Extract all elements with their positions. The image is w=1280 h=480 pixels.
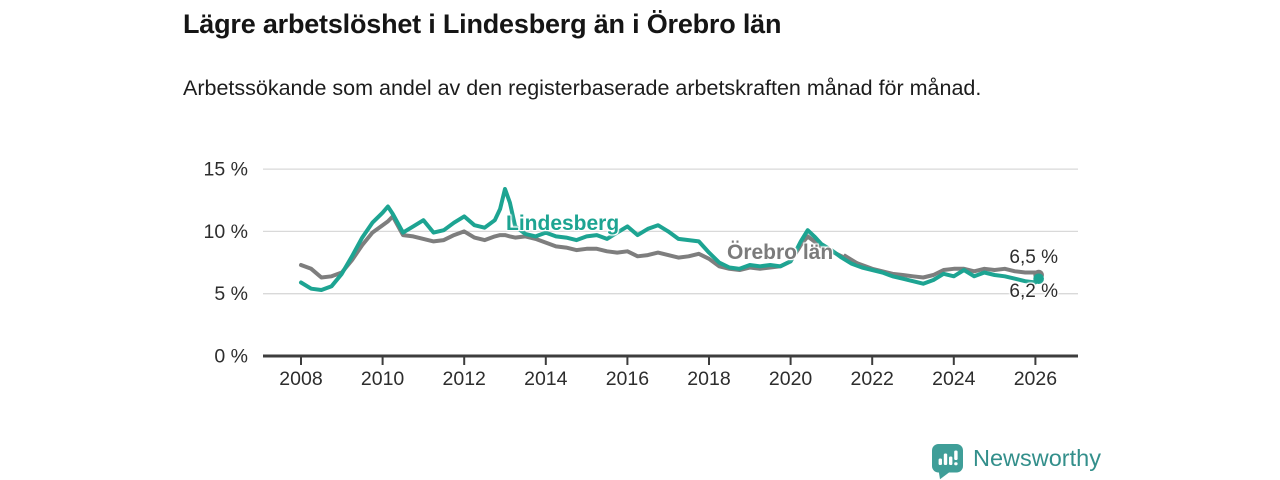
x-tick-label: 2018 [687,368,730,390]
series-line-lindesberg [299,187,1041,292]
x-tick-label: 2010 [361,368,405,390]
series-label-orebro: Örebro län [727,241,834,264]
x-tick-label: 2012 [443,368,486,390]
chart-subtitle: Arbetssökande som andel av den registerb… [183,76,982,100]
newsworthy-logo: Newsworthy [931,443,1101,479]
y-tick-label: 0 % [214,346,248,368]
newsworthy-logo-icon [932,443,963,479]
x-axis: 2008 2010 2012 2014 2016 2018 2020 2022 2024 2026 [263,354,1078,390]
orebro-label-pointer-line [843,253,860,265]
latest-point-marker-lindesberg [1033,273,1044,285]
x-tick-label: 2008 [279,368,322,390]
series-label-lindesberg: Lindesberg [506,212,620,235]
y-tick-label: 5 % [214,283,248,305]
y-tick-label: 10 % [204,221,248,243]
x-tick-label: 2026 [1014,368,1057,390]
series-line-orebro [299,214,1041,280]
end-value-label-orebro: 6,5 % [1009,247,1058,268]
x-tick-label: 2020 [769,368,813,390]
x-tick-label: 2016 [606,368,649,390]
series-lines [299,187,1044,292]
end-value-label-lindesberg: 6,2 % [1009,281,1058,302]
y-tick-label: 15 % [204,159,248,181]
x-tick-label: 2024 [932,368,976,390]
chart-title: Lägre arbetslöshet i Lindesberg än i Öre… [183,9,782,39]
y-axis-labels: 0 % 5 % 10 % 15 % [204,159,248,368]
newsworthy-brand-text: Newsworthy [973,445,1101,471]
x-tick-label: 2022 [851,368,894,390]
x-tick-label: 2014 [524,368,568,390]
